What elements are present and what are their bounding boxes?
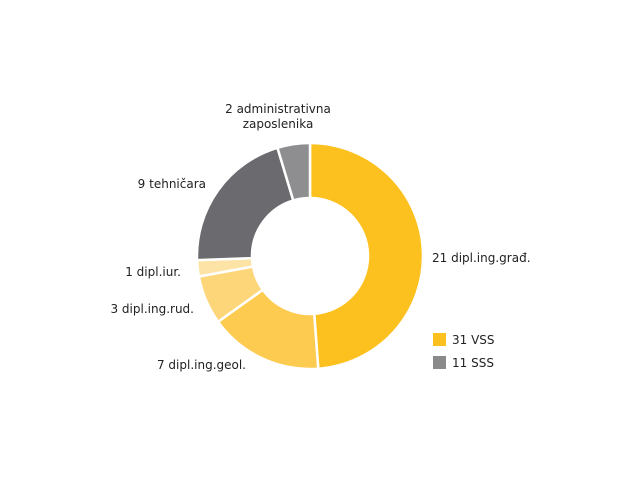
donut-slice	[308, 141, 425, 370]
slice-label: 21 dipl.ing.građ.	[432, 251, 531, 265]
legend-swatch-vss	[433, 333, 446, 346]
donut-slice	[276, 141, 312, 202]
legend-swatch-sss	[433, 356, 446, 369]
donut-slice	[195, 146, 295, 262]
donut-slices	[195, 141, 425, 371]
slice-labels: 21 dipl.ing.građ. 7 dipl.ing.geol. 3 dipl.…	[110, 102, 530, 372]
slice-label: 3 dipl.ing.rud.	[110, 302, 194, 316]
slice-label: 7 dipl.ing.geol.	[157, 358, 246, 372]
slice-label: 1 dipl.iur.	[125, 265, 181, 279]
legend-label-vss: 31 VSS	[452, 333, 495, 347]
slice-label: 9 tehničara	[138, 177, 206, 191]
legend: 31 VSS 11 SSS	[433, 333, 495, 370]
slice-label: 2 administrativna zaposlenika	[225, 102, 331, 131]
legend-label-sss: 11 SSS	[452, 356, 494, 370]
